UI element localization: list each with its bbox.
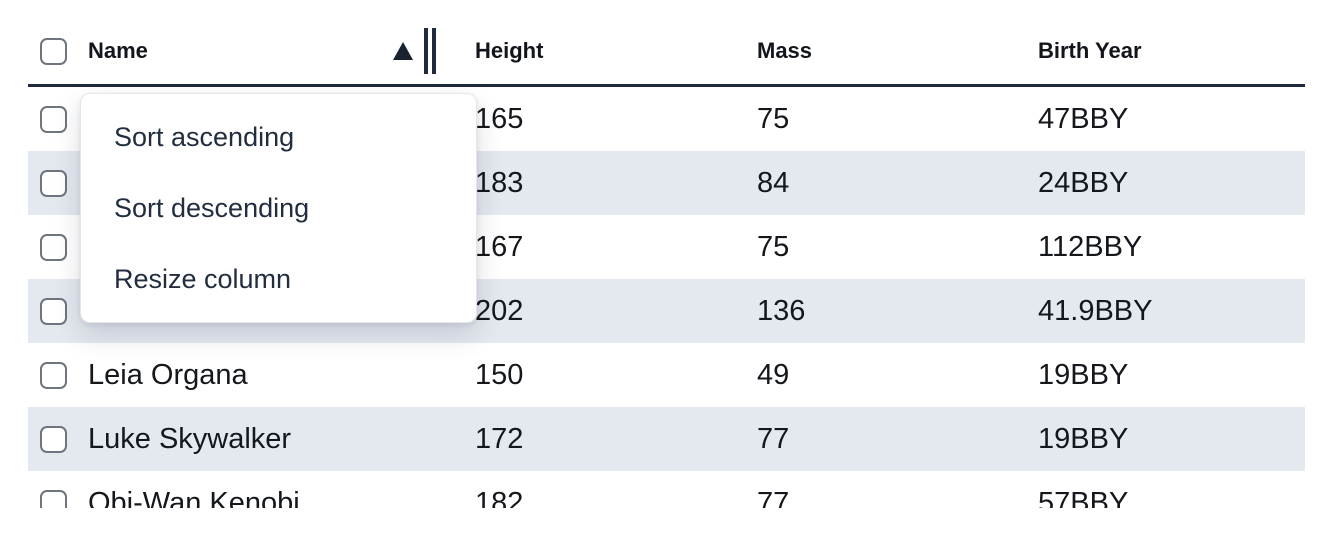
cell-birth-year: 47BBY xyxy=(1038,102,1129,135)
cell-height: 183 xyxy=(475,166,524,199)
data-table: Name Height Mass Birth Year 165 75 47BBY… xyxy=(0,0,1330,508)
menu-item-sort-descending[interactable]: Sort descending xyxy=(114,193,310,223)
table-row: 167 75 112BBY xyxy=(28,215,1305,279)
cell-mass: 49 xyxy=(757,358,790,391)
cell-birth-year: 19BBY xyxy=(1038,422,1129,455)
column-header-mass-label: Mass xyxy=(757,38,813,63)
cell-height: 202 xyxy=(475,294,524,327)
row-checkbox[interactable] xyxy=(40,105,67,133)
row-checkbox[interactable] xyxy=(40,169,67,197)
cell-birth-year: 112BBY xyxy=(1038,230,1143,263)
column-header-birth-year-label: Birth Year xyxy=(1038,38,1142,63)
row-checkbox[interactable] xyxy=(40,233,67,261)
cell-birth-year: 41.9BBY xyxy=(1038,294,1153,327)
cell-name: Luke Skywalker xyxy=(88,422,292,455)
table-row: Leia Organa 150 49 19BBY xyxy=(28,343,1305,407)
cell-height: 182 xyxy=(475,486,524,509)
cell-birth-year: 24BBY xyxy=(1038,166,1129,199)
row-checkbox[interactable] xyxy=(40,297,67,325)
table-body: 165 75 47BBY 183 84 24BBY 167 75 112BBY … xyxy=(0,87,1330,508)
table-row: Obi-Wan Kenobi 182 77 57BBY xyxy=(28,471,1305,508)
cell-name: Leia Organa xyxy=(88,358,248,391)
row-checkbox[interactable] xyxy=(40,361,67,389)
row-checkbox[interactable] xyxy=(40,425,67,453)
cell-mass: 136 xyxy=(757,294,806,327)
cell-name: Obi-Wan Kenobi xyxy=(88,486,300,509)
cell-mass: 75 xyxy=(757,102,790,135)
table-row: 202 136 41.9BBY xyxy=(28,279,1305,343)
cell-height: 150 xyxy=(475,358,524,391)
column-header-mass[interactable]: Mass xyxy=(757,38,1038,64)
cell-mass: 77 xyxy=(757,422,790,455)
cell-mass: 77 xyxy=(757,486,790,509)
table-row: Luke Skywalker 172 77 19BBY xyxy=(28,407,1305,471)
column-header-height[interactable]: Height xyxy=(475,38,757,64)
column-header-name[interactable]: Name xyxy=(88,18,475,84)
select-all-checkbox[interactable] xyxy=(40,37,67,65)
cell-mass: 84 xyxy=(757,166,790,199)
table-row: 165 75 47BBY xyxy=(28,87,1305,151)
menu-item-sort-ascending[interactable]: Sort ascending xyxy=(114,122,295,152)
table-header-row: Name Height Mass Birth Year xyxy=(28,0,1305,87)
cell-height: 167 xyxy=(475,230,524,263)
cell-height: 165 xyxy=(475,102,524,135)
cell-mass: 75 xyxy=(757,230,790,263)
cell-height: 172 xyxy=(475,422,524,455)
column-resize-handle-icon[interactable] xyxy=(424,28,436,74)
cell-birth-year: 19BBY xyxy=(1038,358,1129,391)
column-header-name-label: Name xyxy=(88,38,148,63)
menu-item-resize-column[interactable]: Resize column xyxy=(114,264,292,294)
row-checkbox[interactable] xyxy=(40,489,67,508)
column-header-height-label: Height xyxy=(475,38,544,63)
column-header-menu: Sort ascending Sort descending Resize co… xyxy=(80,93,477,323)
column-header-birth-year[interactable]: Birth Year xyxy=(1038,38,1305,64)
select-all-cell xyxy=(28,37,88,65)
cell-birth-year: 57BBY xyxy=(1038,486,1129,509)
sort-ascending-icon[interactable] xyxy=(393,42,413,60)
